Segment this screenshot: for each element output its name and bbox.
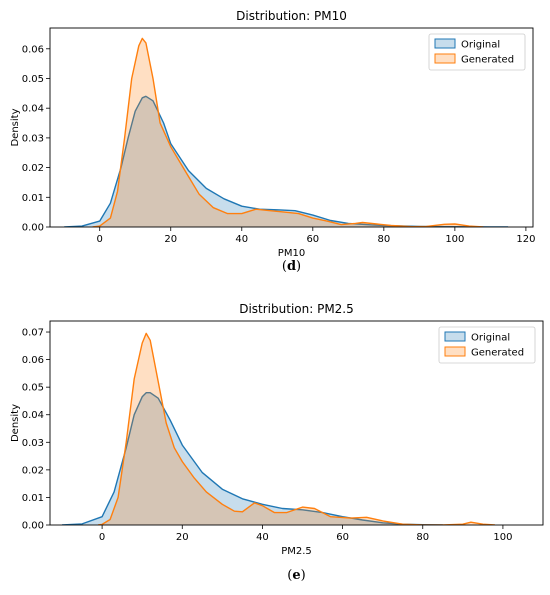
series-area-original bbox=[64, 96, 509, 227]
legend-swatch-original bbox=[434, 38, 456, 49]
axes-frame bbox=[49, 27, 534, 228]
x-tick-label: 100 bbox=[445, 234, 464, 245]
legend-swatch-generated bbox=[444, 346, 466, 357]
y-tick-label: 0.01 bbox=[22, 493, 44, 504]
chart-panel-d: 0 20 40 60 80 100 120 0.00 0.01 0.02 0.03 0.04 0.05 0… bbox=[10, 9, 535, 274]
chart-panel-e: 0 20 40 60 80 100 0.00 0.01 0.02 0.03 0.04 0.05 0.06… bbox=[10, 302, 544, 583]
series-area-generated bbox=[98, 333, 495, 525]
y-tick-label: 0.06 bbox=[22, 355, 44, 366]
panel-caption: (d) bbox=[282, 259, 301, 274]
legend-box bbox=[428, 33, 526, 71]
legend-label-generated: Generated bbox=[461, 55, 514, 66]
legend: Original Generated bbox=[438, 326, 536, 364]
x-tick-label: 40 bbox=[256, 532, 269, 543]
x-tick-label: 60 bbox=[306, 234, 319, 245]
plot-area bbox=[64, 37, 509, 227]
series-line-generated bbox=[97, 332, 495, 525]
panel-caption: (e) bbox=[287, 568, 305, 583]
legend-swatch-generated bbox=[434, 53, 456, 64]
axes-frame bbox=[49, 320, 544, 526]
x-tick-label: 0 bbox=[99, 532, 105, 543]
plot-area bbox=[61, 332, 495, 525]
y-tick-label: 0.06 bbox=[22, 44, 44, 55]
chart-title: Distribution: PM2.5 bbox=[239, 302, 354, 316]
x-tick-label: 120 bbox=[516, 234, 535, 245]
legend-label-generated: Generated bbox=[471, 348, 524, 359]
y-tick-label: 0.05 bbox=[22, 383, 44, 394]
y-tick-label: 0.03 bbox=[22, 133, 44, 144]
y-tick-label: 0.00 bbox=[22, 223, 44, 234]
y-tick-label: 0.02 bbox=[22, 163, 44, 174]
x-tick-label: 20 bbox=[176, 532, 189, 543]
x-tick-label: 20 bbox=[164, 234, 177, 245]
series-line-original bbox=[64, 95, 509, 227]
x-tick-label: 0 bbox=[97, 234, 103, 245]
y-tick-label: 0.00 bbox=[22, 521, 44, 532]
legend-label-original: Original bbox=[461, 40, 500, 51]
legend: Original Generated bbox=[428, 33, 526, 71]
y-tick-label: 0.04 bbox=[22, 104, 44, 115]
legend-label-original: Original bbox=[471, 333, 510, 344]
x-tick-label: 100 bbox=[493, 532, 512, 543]
series-line-generated bbox=[92, 37, 484, 227]
legend-swatch-original bbox=[444, 331, 466, 342]
y-tick-label: 0.01 bbox=[22, 193, 44, 204]
y-tick-label: 0.05 bbox=[22, 74, 44, 85]
x-axis-label: PM10 bbox=[278, 248, 305, 259]
series-line-original bbox=[61, 392, 443, 525]
x-tick-label: 40 bbox=[235, 234, 248, 245]
y-axis-label: Density bbox=[10, 108, 21, 146]
x-tick-label: 60 bbox=[336, 532, 349, 543]
y-tick-label: 0.04 bbox=[22, 410, 44, 421]
chart-title: Distribution: PM10 bbox=[236, 9, 347, 23]
y-tick-label: 0.03 bbox=[22, 438, 44, 449]
x-tick-label: 80 bbox=[416, 532, 429, 543]
legend-box bbox=[438, 326, 536, 364]
series-area-original bbox=[62, 392, 443, 525]
y-tick-label: 0.02 bbox=[22, 465, 44, 476]
y-axis-label: Density bbox=[10, 404, 21, 442]
x-axis-label: PM2.5 bbox=[281, 546, 312, 557]
x-tick-label: 80 bbox=[377, 234, 390, 245]
y-tick-label: 0.07 bbox=[22, 328, 44, 339]
